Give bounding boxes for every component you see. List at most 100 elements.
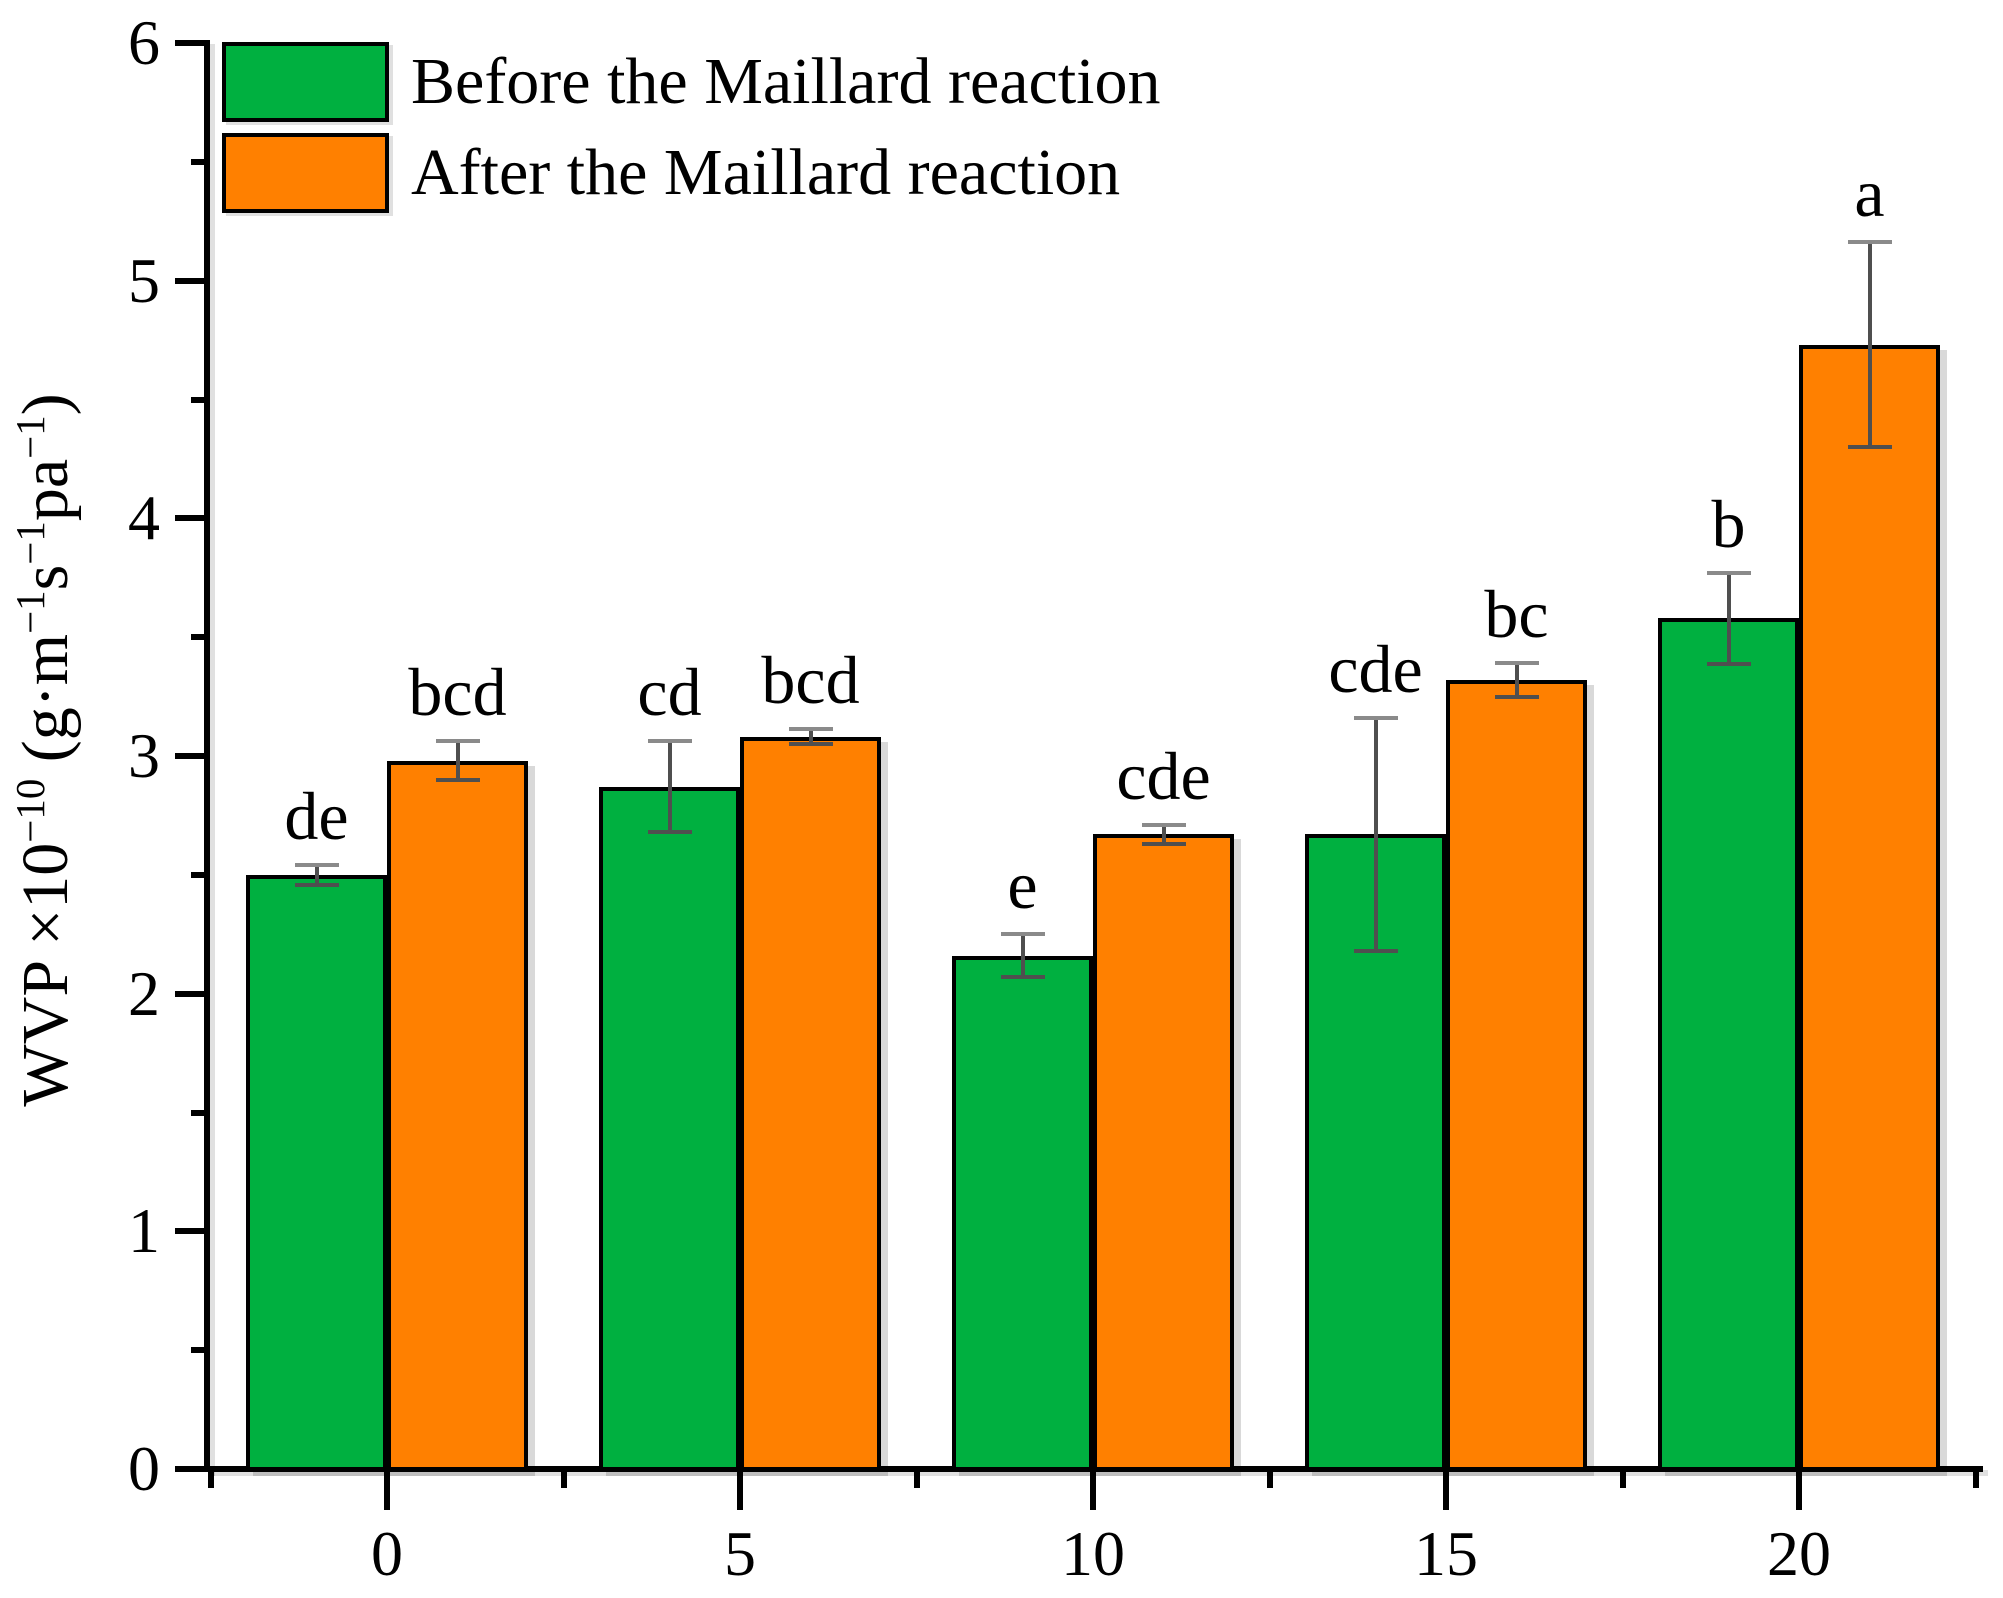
error-bar-cap <box>788 727 833 732</box>
legend-item-before: Before the Maillard reaction <box>222 42 1161 122</box>
error-bar-before-15 <box>1353 715 1398 954</box>
error-bar-cap <box>435 739 480 744</box>
x-major-tick-20 <box>1796 1472 1802 1510</box>
x-tick-label-0: 0 <box>371 1518 403 1589</box>
bar-before-20 <box>1658 618 1799 1471</box>
error-bar-stem <box>1020 931 1025 980</box>
y-axis-title-superscript: −1 <box>8 590 53 634</box>
error-bar-after-15 <box>1494 660 1539 699</box>
x-tick-label-15: 15 <box>1414 1518 1478 1589</box>
significance-letter-after-20: a <box>1854 155 1885 232</box>
error-bar-cap <box>1494 660 1539 665</box>
error-bar-stem <box>1514 660 1519 699</box>
significance-letter-before-15: cde <box>1328 630 1423 707</box>
bar-after-0 <box>387 760 528 1471</box>
x-tick-label-5: 5 <box>724 1518 756 1589</box>
error-bar-cap <box>1847 445 1892 450</box>
error-bar-cap <box>1494 694 1539 699</box>
significance-letter-after-10: cde <box>1116 737 1211 814</box>
error-bar-cap <box>435 778 480 783</box>
x-major-tick-10 <box>1090 1472 1096 1510</box>
x-tick-label-20: 20 <box>1767 1518 1831 1589</box>
error-bar-stem <box>1726 570 1731 666</box>
legend-label-before: Before the Maillard reaction <box>411 45 1161 118</box>
error-bar-cap <box>647 830 692 835</box>
bar-before-0 <box>246 874 387 1471</box>
error-bar-after-20 <box>1847 240 1892 450</box>
error-bar-cap <box>1000 931 1045 936</box>
error-bar-cap <box>1847 240 1892 245</box>
error-bar-before-10 <box>1000 931 1045 980</box>
significance-letter-after-15: bc <box>1484 575 1549 652</box>
y-major-tick-3 <box>175 753 207 759</box>
error-bar-stem <box>808 727 813 747</box>
y-axis-title-text: WVP ×10 <box>9 842 82 1107</box>
y-axis-title-text: ) <box>9 393 82 416</box>
error-bar-stem <box>1867 240 1872 450</box>
y-axis-title-superscript: −1 <box>8 521 53 565</box>
error-bar-cap <box>294 882 339 887</box>
y-minor-tick-0.5 <box>191 1347 207 1354</box>
y-major-tick-5 <box>175 277 207 284</box>
y-axis-title-text: (g·m <box>9 633 82 779</box>
error-bar-stem <box>667 739 672 835</box>
significance-letter-after-0: bcd <box>408 654 507 731</box>
error-bar-cap <box>1353 949 1398 954</box>
y-major-tick-4 <box>175 515 207 522</box>
bar-after-15 <box>1446 679 1587 1471</box>
error-bar-stem <box>1373 715 1378 954</box>
error-bar-cap <box>1141 842 1186 847</box>
bar-before-10 <box>952 955 1093 1471</box>
error-bar-cap <box>788 742 833 747</box>
y-axis-title-text: pa <box>9 458 82 522</box>
bar-after-5 <box>740 736 881 1471</box>
x-tick-label-10: 10 <box>1061 1518 1125 1589</box>
error-bar-stem <box>314 862 319 887</box>
legend-label-after: After the Maillard reaction <box>411 136 1121 209</box>
error-bar-before-20 <box>1706 570 1751 666</box>
x-minor-tick-2 <box>913 1472 920 1488</box>
x-minor-tick-3 <box>1266 1472 1273 1488</box>
y-axis-title-text: s <box>9 564 82 591</box>
error-bar-cap <box>1706 661 1751 666</box>
y-tick-label-0: 0 <box>128 1433 160 1504</box>
y-minor-tick-5.5 <box>191 158 207 165</box>
error-bar-cap <box>647 739 692 744</box>
y-axis-line <box>204 40 210 1472</box>
x-major-tick-0 <box>384 1472 390 1510</box>
error-bar-cap <box>1000 975 1045 980</box>
y-tick-label-4: 4 <box>128 482 160 554</box>
y-axis-title: WVP ×10−10 (g·m−1s−1pa−1) <box>6 393 86 1106</box>
error-bar-stem <box>455 739 460 783</box>
y-major-tick-6 <box>175 40 207 46</box>
y-tick-label-6: 6 <box>128 7 160 78</box>
y-tick-label-5: 5 <box>128 244 160 316</box>
y-tick-label-2: 2 <box>128 957 160 1029</box>
y-axis-title-superscript: −1 <box>8 415 53 459</box>
bar-before-5 <box>599 786 740 1471</box>
bar-after-10 <box>1093 834 1234 1471</box>
y-tick-label-1: 1 <box>128 1195 160 1267</box>
y-minor-tick-4.5 <box>191 396 207 403</box>
x-major-tick-5 <box>737 1472 743 1510</box>
y-minor-tick-1.5 <box>191 1109 207 1116</box>
error-bar-after-0 <box>435 739 480 783</box>
significance-letter-before-0: de <box>284 777 349 854</box>
legend-swatch-after <box>222 133 389 213</box>
x-major-tick-15 <box>1443 1472 1449 1510</box>
y-axis-title-superscript: −10 <box>8 778 53 843</box>
legend-swatch-before <box>222 42 389 122</box>
error-bar-after-5 <box>788 727 833 747</box>
significance-letter-before-5: cd <box>637 654 702 731</box>
y-minor-tick-2.5 <box>191 871 207 878</box>
significance-letter-before-10: e <box>1007 846 1038 923</box>
x-minor-tick-4 <box>1619 1472 1626 1488</box>
y-major-tick-0 <box>175 1466 207 1472</box>
error-bar-before-0 <box>294 862 339 887</box>
significance-letter-after-5: bcd <box>761 642 860 719</box>
y-tick-label-3: 3 <box>128 720 160 791</box>
bar-after-20 <box>1799 344 1940 1471</box>
x-minor-tick-0 <box>207 1472 214 1488</box>
error-bar-after-10 <box>1141 822 1186 847</box>
error-bar-stem <box>1161 822 1166 847</box>
